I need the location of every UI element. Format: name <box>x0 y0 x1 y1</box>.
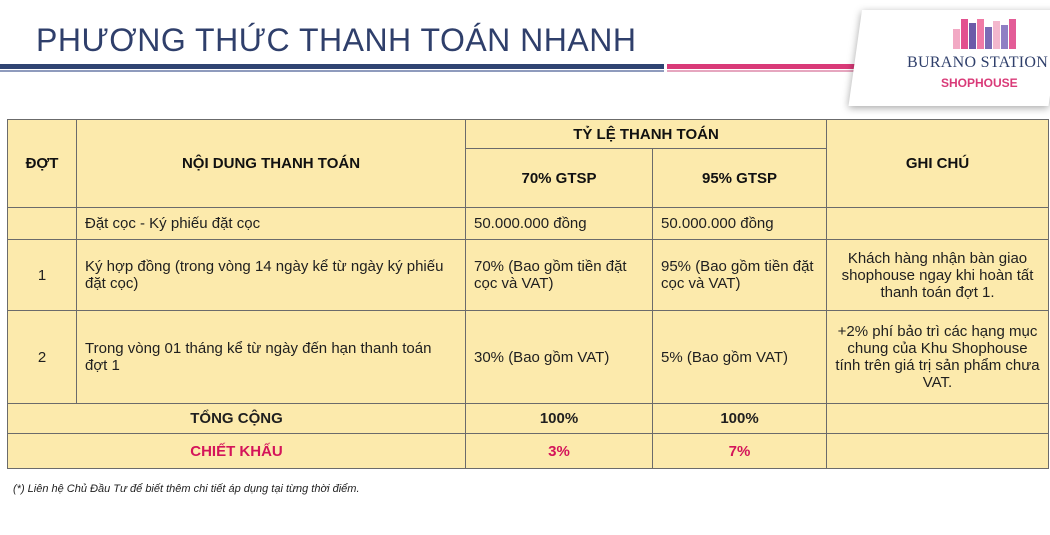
table-row: 1 Ký hợp đồng (trong vòng 14 ngày kể từ … <box>7 239 1049 311</box>
discount-row: CHIẾT KHẤU 3% 7% <box>7 433 1049 469</box>
logo-sub: SHOPHOUSE <box>941 76 1018 90</box>
logo-bar <box>953 29 960 49</box>
row-value-95: 95% (Bao gồm tiền đặt cọc và VAT) <box>652 239 827 311</box>
logo-bar <box>961 19 968 49</box>
row-dot: 2 <box>7 310 77 404</box>
discount-note <box>826 433 1049 469</box>
discount-value-70: 3% <box>465 433 653 469</box>
logo-bars-icon <box>953 19 1023 49</box>
row-note <box>826 207 1049 240</box>
header-option-70: 70% GTSP <box>465 148 653 208</box>
logo-bar <box>985 27 992 49</box>
logo-bar <box>993 21 1000 49</box>
title-rule-pink-thin <box>667 70 867 72</box>
row-value-95: 50.000.000 đồng <box>652 207 827 240</box>
row-content: Đặt cọc - Ký phiếu đặt cọc <box>76 207 466 240</box>
row-dot: 1 <box>7 239 77 311</box>
discount-value-95: 7% <box>652 433 827 469</box>
total-value-70: 100% <box>465 403 653 434</box>
footnote: (*) Liên hệ Chủ Đầu Tư để biết thêm chi … <box>13 483 360 495</box>
row-content: Ký hợp đồng (trong vòng 14 ngày kể từ ng… <box>76 239 466 311</box>
logo-bar <box>1001 25 1008 49</box>
row-note: +2% phí bảo trì các hạng mục chung của K… <box>826 310 1049 404</box>
header-note: GHI CHÚ <box>826 119 1049 208</box>
table-row: Đặt cọc - Ký phiếu đặt cọc 50.000.000 đồ… <box>7 207 1049 240</box>
logo-name: BURANO STATION <box>907 54 1049 71</box>
total-value-95: 100% <box>652 403 827 434</box>
row-dot <box>7 207 77 240</box>
total-label: TỔNG CỘNG <box>7 403 466 434</box>
header-dot: ĐỢT <box>7 119 77 208</box>
page-title: PHƯƠNG THỨC THANH TOÁN NHANH <box>36 22 637 58</box>
title-rule-pink <box>667 64 867 69</box>
title-rule-blue <box>0 64 664 69</box>
logo-bar <box>1009 19 1016 49</box>
logo: BURANO STATION SHOPHOUSE <box>865 10 1050 106</box>
row-note: Khách hàng nhận bàn giao shophouse ngay … <box>826 239 1049 311</box>
header-ratio: TỶ LỆ THANH TOÁN <box>465 119 827 149</box>
total-note <box>826 403 1049 434</box>
row-value-70: 30% (Bao gồm VAT) <box>465 310 653 404</box>
total-row: TỔNG CỘNG 100% 100% <box>7 403 1049 434</box>
header-content: NỘI DUNG THANH TOÁN <box>76 119 466 208</box>
row-content: Trong vòng 01 tháng kể từ ngày đến hạn t… <box>76 310 466 404</box>
payment-table: ĐỢT NỘI DUNG THANH TOÁN TỶ LỆ THANH TOÁN… <box>7 119 1049 469</box>
row-value-70: 70% (Bao gồm tiền đặt cọc và VAT) <box>465 239 653 311</box>
header-option-95: 95% GTSP <box>652 148 827 208</box>
row-value-70: 50.000.000 đồng <box>465 207 653 240</box>
title-rule-blue-thin <box>0 70 664 72</box>
logo-bar <box>977 19 984 49</box>
row-value-95: 5% (Bao gồm VAT) <box>652 310 827 404</box>
logo-bar <box>969 23 976 49</box>
discount-label: CHIẾT KHẤU <box>7 433 466 469</box>
table-row: 2 Trong vòng 01 tháng kể từ ngày đến hạn… <box>7 310 1049 404</box>
